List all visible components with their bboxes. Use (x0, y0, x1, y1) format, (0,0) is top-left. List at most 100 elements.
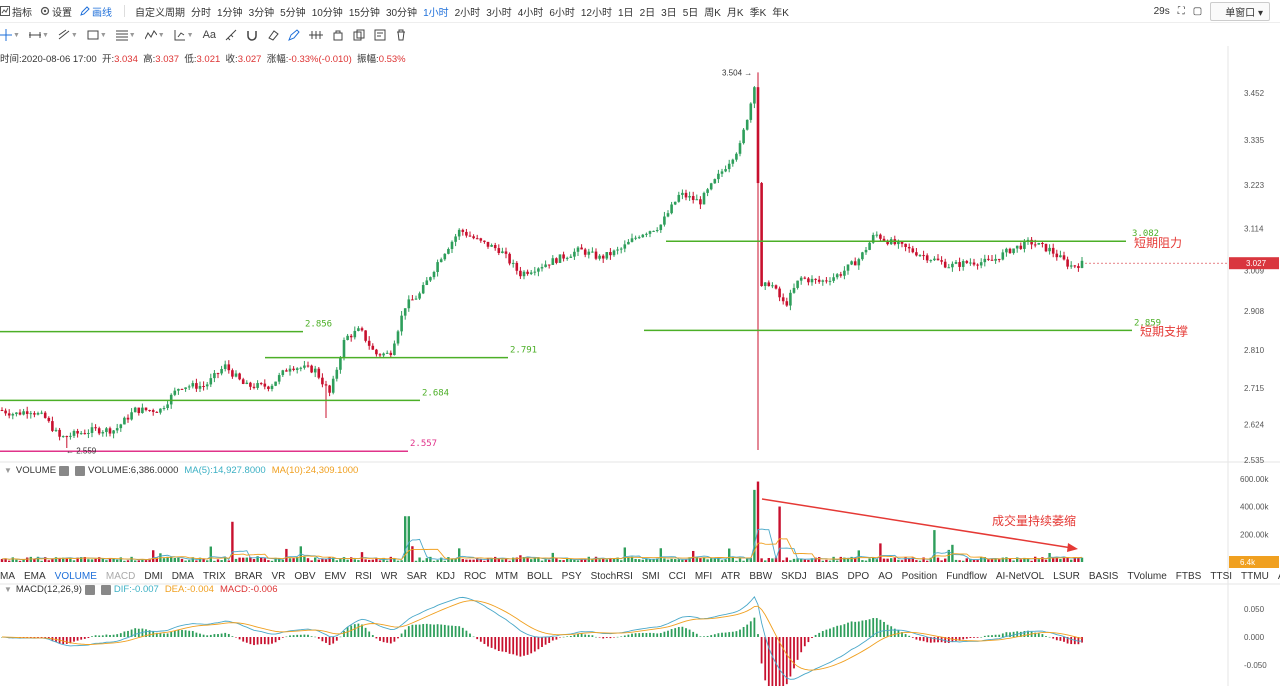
indicator-tab-sar[interactable]: SAR (406, 570, 428, 582)
period-0[interactable]: 分时 (191, 7, 211, 19)
period-3[interactable]: 5分钟 (280, 7, 306, 19)
indicator-tab-lsur[interactable]: LSUR (1053, 570, 1080, 582)
indicator-tab-boll[interactable]: BOLL (527, 570, 553, 582)
indicator-tab-atr[interactable]: ATR (721, 570, 741, 582)
indicator-tab-obv[interactable]: OBV (294, 570, 316, 582)
period-8[interactable]: 2小时 (454, 7, 481, 19)
indicator-tab-bbw[interactable]: BBW (749, 570, 773, 582)
indicator-tab-mtm[interactable]: MTM (495, 570, 519, 582)
indicator-tab-macd[interactable]: MACD (105, 570, 136, 582)
eraser-tool[interactable] (267, 29, 279, 41)
indicators-button[interactable]: 指标 (0, 4, 32, 19)
indicator-tab-trix[interactable]: TRIX (202, 570, 226, 582)
indicator-tab-dmi[interactable]: DMI (144, 570, 163, 582)
measure-tool[interactable] (225, 29, 237, 41)
indicator-tab-dpo[interactable]: DPO (847, 570, 870, 582)
volume-bar (738, 558, 742, 562)
indicator-tab-ftbs[interactable]: FTBS (1175, 570, 1202, 582)
draw-mode-tool[interactable] (288, 29, 300, 41)
indicator-tab-dma[interactable]: DMA (171, 570, 194, 582)
indicator-tab-brar[interactable]: BRAR (234, 570, 263, 582)
indicator-tab-cci[interactable]: CCI (668, 570, 686, 582)
period-11[interactable]: 6小时 (549, 7, 575, 19)
period-7[interactable]: 1小时 (423, 7, 449, 19)
window-icon[interactable]: ▢ (1192, 6, 1203, 17)
lock-tool[interactable] (309, 29, 324, 41)
settings-button[interactable]: 设置 (40, 4, 72, 19)
period-6[interactable]: 30分钟 (385, 7, 418, 19)
indicator-tab-ttsi[interactable]: TTSI (1210, 570, 1233, 582)
period-19[interactable]: 季K (749, 7, 767, 19)
macd-close-icon[interactable] (100, 584, 111, 595)
macd-tick-label: 0.000 (1244, 633, 1265, 642)
macd-histogram-bar (613, 637, 615, 638)
fullscreen-icon[interactable]: ⛶ (1177, 6, 1185, 17)
indicator-tab-wr[interactable]: WR (380, 570, 398, 582)
period-20[interactable]: 年K (772, 7, 789, 19)
period-14[interactable]: 2日 (639, 7, 656, 19)
volume-bar (828, 560, 832, 562)
copy-tool[interactable] (353, 29, 365, 41)
indicator-tab-vr[interactable]: VR (271, 570, 286, 582)
crosshair-tool[interactable]: ▼ (0, 29, 20, 41)
macd-settings-icon[interactable] (84, 584, 95, 595)
period-5[interactable]: 15分钟 (348, 7, 380, 19)
period-4[interactable]: 10分钟 (311, 7, 343, 19)
volume-settings-icon[interactable] (59, 465, 70, 476)
template-tool[interactable] (374, 29, 386, 41)
indicator-tab-ai-netvol[interactable]: AI-NetVOL (995, 570, 1045, 582)
indicator-tab-ttmu[interactable]: TTMU (1241, 570, 1269, 582)
window-mode-select[interactable]: 单窗口 ▾ (1210, 2, 1270, 21)
period-13[interactable]: 1日 (618, 7, 634, 19)
text-tool[interactable]: Aa (202, 29, 217, 41)
period-2[interactable]: 3分钟 (248, 7, 275, 19)
indicator-tab-skdj[interactable]: SKDJ (781, 570, 807, 582)
delete-tool[interactable] (395, 29, 407, 41)
indicator-tab-mfi[interactable]: MFI (694, 570, 713, 582)
fibonacci-tool[interactable]: ▼ (115, 29, 136, 41)
rectangle-tool[interactable]: ▼ (87, 29, 107, 41)
indicator-tab-ema[interactable]: EMA (24, 570, 46, 582)
pattern-tool[interactable]: ▼ (174, 29, 194, 41)
period-15[interactable]: 3日 (661, 7, 677, 19)
period-12[interactable]: 12小时 (580, 7, 612, 19)
indicator-tab-position[interactable]: Position (901, 570, 938, 582)
period-9[interactable]: 3小时 (486, 7, 512, 19)
indicator-tab-kdj[interactable]: KDJ (436, 570, 456, 582)
indicator-tab-roc[interactable]: ROC (464, 570, 487, 582)
macd-collapse-icon[interactable]: ▼ (4, 585, 12, 594)
indicator-tab-ao[interactable]: AO (878, 570, 893, 582)
indicator-tab-ai-bsi[interactable]: AI-BSI (1278, 571, 1280, 582)
wave-tool[interactable]: ▼ (144, 29, 165, 41)
indicator-tab-ma[interactable]: MA (0, 570, 15, 582)
indicator-tab-psy[interactable]: PSY (561, 570, 582, 582)
volume-close-icon[interactable] (75, 465, 86, 476)
period-16[interactable]: 5日 (682, 7, 699, 19)
indicator-tab-basis[interactable]: BASIS (1088, 570, 1119, 582)
candle-body (213, 373, 216, 379)
trend-line-tool[interactable]: ▼ (58, 29, 78, 41)
candle-body (774, 285, 778, 289)
candle-body (429, 277, 432, 281)
custom-period-button[interactable]: 自定义周期 (135, 7, 185, 19)
period-1[interactable]: 1分钟 (217, 7, 243, 19)
indicator-tab-stochrsi[interactable]: StochRSI (590, 570, 633, 582)
period-17[interactable]: 周K (704, 7, 721, 19)
indicator-tab-volume[interactable]: VOLUME (54, 570, 97, 582)
period-18[interactable]: 月K (726, 7, 744, 19)
horizontal-line-tool[interactable]: ▼ (28, 29, 49, 41)
indicator-tab-rsi[interactable]: RSI (355, 570, 372, 582)
magnet-tool[interactable] (246, 29, 258, 41)
hide-tool[interactable] (332, 29, 344, 41)
drawing-button[interactable]: 画线 (80, 4, 112, 19)
indicator-tab-bias[interactable]: BIAS (815, 570, 839, 582)
indicator-tab-tvolume[interactable]: TVolume (1127, 570, 1167, 582)
collapse-icon[interactable]: ▼ (4, 466, 12, 475)
indicator-tab-emv[interactable]: EMV (324, 570, 347, 582)
indicator-tab-smi[interactable]: SMI (641, 570, 660, 582)
candle-body (1069, 265, 1073, 267)
period-10[interactable]: 4小时 (517, 7, 544, 19)
indicator-tab-fundflow[interactable]: Fundflow (946, 570, 987, 582)
candle-body (1051, 247, 1055, 254)
